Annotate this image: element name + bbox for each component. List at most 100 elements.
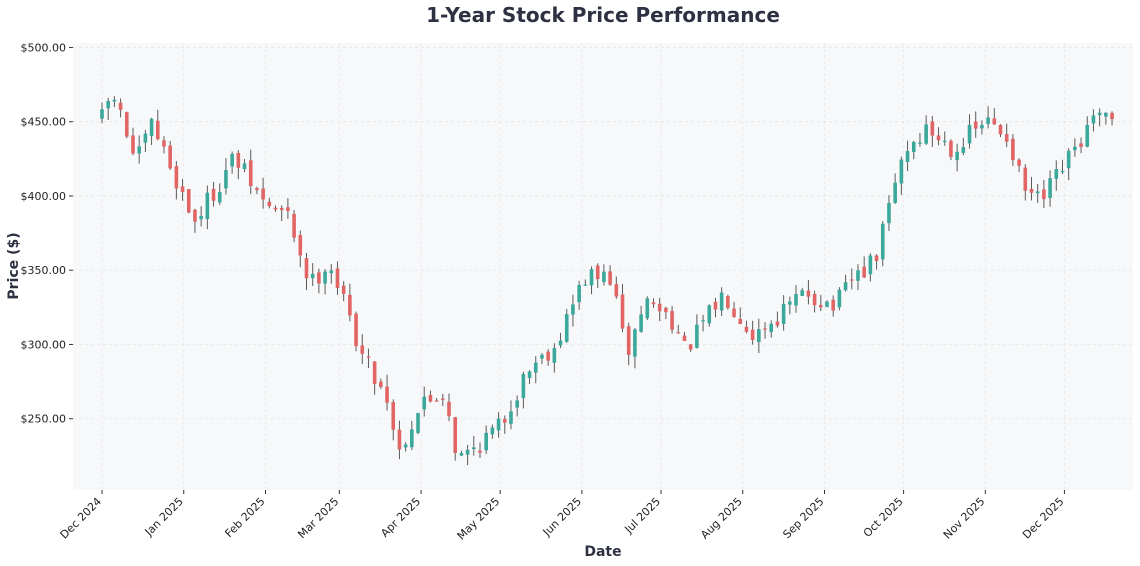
x-tick-label: Jan 2025 [142, 495, 186, 539]
candle-up [955, 151, 959, 161]
candle-up [856, 270, 860, 281]
candle-up [106, 100, 111, 109]
candle-up [942, 140, 947, 143]
candle-down [335, 268, 340, 288]
candle-up [217, 192, 222, 203]
candle-up [769, 323, 774, 333]
candle-down [608, 271, 612, 285]
candle-up [540, 354, 544, 359]
candle-down [930, 121, 935, 136]
candle-down [360, 345, 365, 354]
candle-up [986, 117, 990, 124]
y-tick-label: $300.00 [21, 338, 67, 351]
candle-up [515, 400, 519, 408]
candle-down [546, 351, 550, 361]
candle-up [880, 223, 885, 260]
candle-down [775, 321, 780, 326]
candle-up [899, 159, 904, 184]
candle-down [831, 299, 835, 311]
candle-down [255, 188, 259, 191]
candle-down [478, 450, 482, 453]
candle-down [193, 209, 197, 222]
candle-down [348, 294, 352, 316]
candle-up [719, 292, 724, 311]
candle-down [862, 266, 866, 278]
candle-down [732, 308, 736, 317]
candle-down [1011, 138, 1015, 161]
candle-up [980, 124, 984, 129]
x-tick-label: Aug 2025 [698, 495, 745, 542]
candle-down [248, 160, 253, 187]
y-tick-label: $500.00 [21, 41, 67, 54]
candle-layer [100, 96, 1114, 466]
candle-up [329, 270, 334, 274]
x-tick-label: Dec 2025 [1020, 495, 1067, 542]
y-tick-label: $250.00 [21, 413, 67, 426]
candle-down [738, 318, 743, 324]
candle-up [143, 133, 148, 143]
candle-down [174, 166, 179, 189]
candle-up [1085, 124, 1090, 147]
candle-down [713, 301, 718, 310]
candle-up [707, 305, 712, 324]
candle-down [949, 140, 953, 157]
candle-down [273, 207, 278, 210]
candle-down [676, 332, 681, 334]
candle-down [1029, 188, 1034, 193]
candle-up [924, 124, 928, 144]
candle-up [422, 396, 427, 410]
candle-up [837, 289, 842, 308]
candle-down [279, 207, 284, 211]
candle-down [341, 285, 346, 294]
grid-layer [73, 43, 1133, 490]
candle-up [1054, 169, 1059, 179]
y-axis-ticks: $250.00 $300.00 $350.00 $400.00 $450.00 $500.… [21, 41, 73, 426]
candle-up [465, 449, 470, 455]
candle-down [236, 152, 241, 168]
candle-down [180, 186, 185, 192]
x-axis-ticks: Dec 2024 Jan 2025 Feb 2025 Mar 2025 Apr 2025… [58, 490, 1067, 542]
candle-down [124, 112, 129, 137]
candle-down [812, 293, 817, 306]
candle-up [1060, 171, 1065, 173]
candle-up [564, 314, 569, 342]
candle-down [1023, 167, 1028, 191]
chart-title: 1-Year Stock Price Performance [426, 3, 780, 27]
candle-up [868, 255, 873, 275]
plot-area [73, 43, 1133, 490]
candle-down [819, 304, 823, 308]
candle-up [527, 371, 532, 378]
candle-down [998, 124, 1003, 135]
candle-up [571, 304, 575, 315]
candle-down [874, 255, 879, 261]
candle-down [186, 189, 191, 213]
candle-up [403, 444, 408, 448]
candle-down [286, 207, 290, 211]
candle-up [639, 314, 643, 332]
candle-down [744, 326, 749, 332]
candle-up [1048, 178, 1052, 198]
candle-down [651, 302, 656, 305]
candle-down [155, 120, 160, 140]
candle-up [310, 273, 315, 279]
candle-up [645, 298, 650, 319]
candle-down [620, 294, 625, 329]
candle-up [825, 301, 829, 307]
candle-down [211, 188, 216, 201]
candle-down [385, 386, 389, 403]
candle-up [800, 290, 805, 296]
candle-up [788, 301, 792, 305]
candle-down [317, 272, 321, 284]
candle-down [664, 307, 668, 313]
candle-down [428, 395, 433, 402]
candle-up [633, 329, 637, 357]
candle-up [781, 303, 786, 324]
candle-up [589, 269, 594, 286]
candle-up [205, 192, 210, 220]
candle-up [695, 324, 699, 348]
x-tick-label: Feb 2025 [222, 495, 267, 540]
candle-down [168, 145, 172, 169]
candle-up [1035, 191, 1040, 194]
candle-up [496, 418, 501, 431]
candle-down [162, 140, 166, 147]
